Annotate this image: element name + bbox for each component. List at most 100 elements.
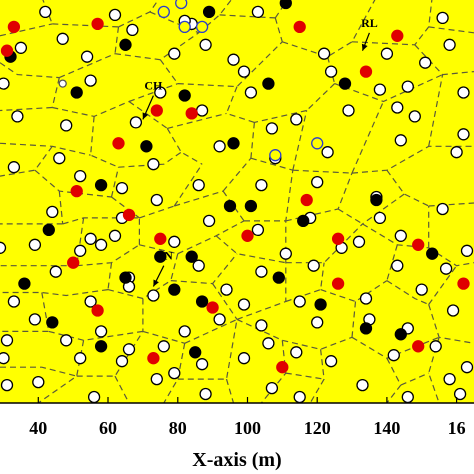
red-node <box>241 229 254 242</box>
normal-node <box>0 352 10 365</box>
normal-node <box>74 169 87 183</box>
cell-boundary <box>428 202 474 207</box>
voronoi-cell-boundaries <box>0 0 474 404</box>
cell-boundary <box>166 128 203 165</box>
normal-node <box>147 158 160 171</box>
red-node <box>359 65 373 78</box>
cell-boundary <box>351 145 474 174</box>
red-node <box>412 238 425 251</box>
normal-node <box>192 259 205 272</box>
red-node <box>7 20 21 34</box>
normal-node <box>237 298 251 311</box>
cell-boundary <box>334 74 443 103</box>
black-node <box>202 5 216 19</box>
normal-node <box>443 372 456 386</box>
x-tick-label: 60 <box>99 418 117 438</box>
red-node <box>276 361 289 374</box>
cell-boundary <box>159 59 179 84</box>
x-tick-label: 120 <box>304 418 331 438</box>
black-node <box>154 250 167 263</box>
normal-node <box>74 244 87 257</box>
black-node <box>426 247 439 260</box>
cell-boundary <box>351 0 433 46</box>
normal-node <box>237 65 251 78</box>
black-node <box>279 0 292 10</box>
red-node <box>91 304 104 317</box>
cell-boundary <box>215 235 286 264</box>
black-node <box>94 340 108 353</box>
normal-node <box>401 390 414 404</box>
normal-node <box>220 283 233 296</box>
normal-node <box>457 128 470 141</box>
red-node <box>112 137 125 150</box>
red-node <box>206 301 219 314</box>
normal-node <box>293 390 306 404</box>
normal-node <box>324 65 338 78</box>
cell-boundary <box>309 349 325 404</box>
normal-node <box>7 161 21 174</box>
normal-node <box>0 378 14 392</box>
normal-node <box>157 340 170 353</box>
normal-node <box>168 366 181 380</box>
normal-node <box>28 313 42 326</box>
cell-boundary <box>142 330 185 344</box>
normal-node <box>391 101 404 114</box>
black-node <box>178 89 191 102</box>
normal-node <box>342 104 355 117</box>
normal-node <box>74 352 87 365</box>
normal-node <box>192 178 205 192</box>
x-axis-label: X-axis (m) <box>192 449 281 471</box>
normal-node <box>213 313 226 326</box>
normal-node <box>199 38 212 51</box>
normal-node <box>391 259 404 272</box>
normal-node <box>168 47 181 60</box>
cell-boundary <box>163 343 186 404</box>
normal-node <box>199 387 212 401</box>
cell-boundary <box>282 0 376 58</box>
normal-node <box>0 77 10 90</box>
outlined-node <box>311 137 324 150</box>
cell-boundary <box>292 110 308 171</box>
cell-boundary <box>362 193 405 225</box>
normal-node <box>436 11 449 25</box>
normal-node <box>115 355 129 368</box>
cell-boundary <box>400 372 429 386</box>
black-node <box>42 223 55 237</box>
black-node <box>195 295 209 308</box>
cell-boundary <box>351 301 357 338</box>
cell-boundary <box>225 378 235 404</box>
black-node <box>227 137 240 150</box>
cell-boundary <box>114 26 120 54</box>
normal-node <box>84 232 97 245</box>
normal-node <box>60 334 73 347</box>
cell-boundary <box>167 112 227 129</box>
cell-boundary <box>198 0 232 34</box>
cell-boundary <box>386 244 398 281</box>
black-node <box>297 214 310 228</box>
cell-boundary <box>139 244 178 255</box>
outlined-node <box>175 0 188 10</box>
cell-boundary <box>0 62 60 79</box>
normal-node <box>11 110 24 123</box>
x-tick-label: 16 <box>448 418 466 438</box>
cell-boundary <box>170 253 179 281</box>
red-node <box>391 29 404 42</box>
normal-node <box>373 83 387 96</box>
cell-boundary <box>285 372 325 380</box>
cell-boundary <box>128 83 179 103</box>
cell-boundary <box>0 23 53 37</box>
cell-boundary <box>0 106 53 112</box>
normal-node <box>32 375 45 389</box>
normal-node <box>49 265 62 278</box>
x-tick-label: 100 <box>234 418 261 438</box>
normal-node <box>94 238 108 251</box>
normal-node <box>115 181 129 195</box>
annotation-arrow-head <box>142 112 149 120</box>
cell-boundary <box>76 217 85 266</box>
cell-boundary <box>254 109 307 123</box>
normal-node <box>415 283 428 296</box>
normal-node <box>453 387 467 401</box>
normal-node <box>202 214 216 228</box>
normal-node <box>387 349 400 362</box>
red-node <box>122 208 136 222</box>
